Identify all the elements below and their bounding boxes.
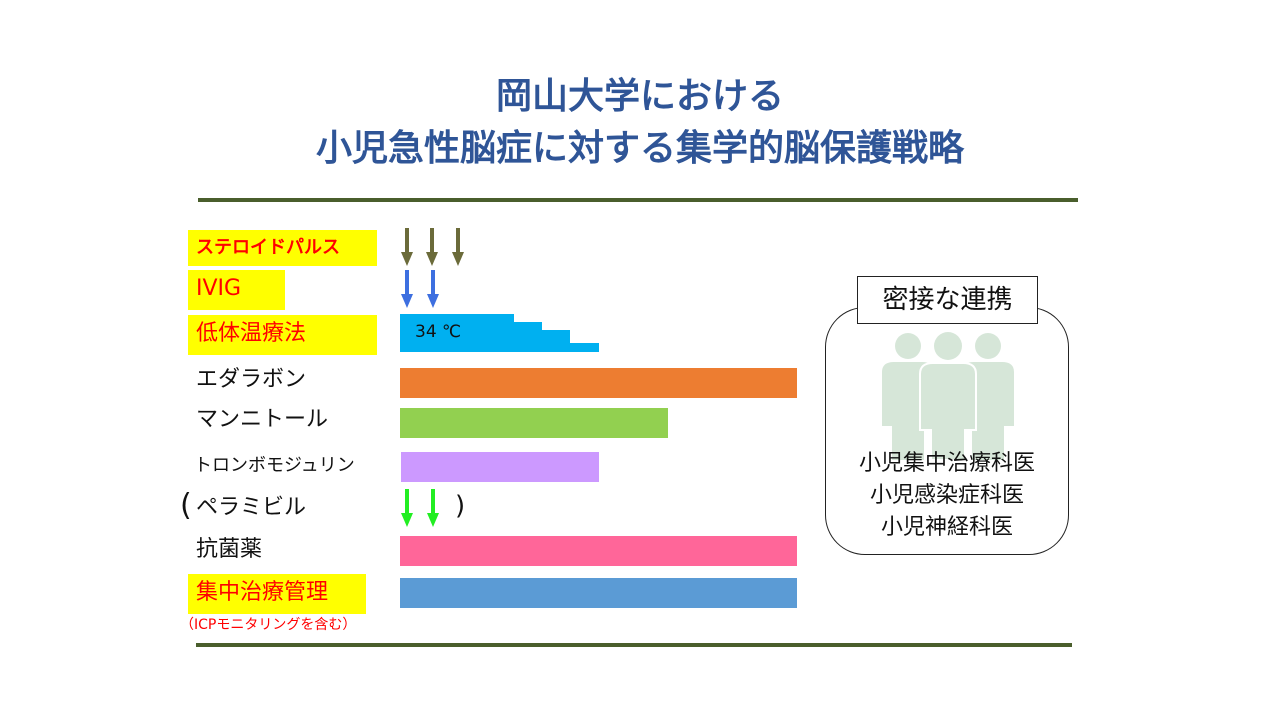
- mannitol-bar: [400, 408, 668, 438]
- ivig-arrow-icon-2: [427, 270, 439, 308]
- peramivir-arrow-icon-1: [401, 489, 413, 527]
- ivig-arrow-icon-1: [401, 270, 413, 308]
- role-infectious: 小児感染症科医: [869, 483, 1024, 508]
- people-group-icon: [882, 332, 1014, 460]
- hypothermia-step-bar: [400, 314, 599, 352]
- edaravone-label: エダラボン: [196, 367, 307, 392]
- collaboration-title: 密接な連携: [857, 276, 1038, 324]
- intensive-care-bar: [400, 578, 797, 608]
- intensive-care-label: 集中治療管理: [196, 580, 329, 605]
- intensive-care-note: （ICPモニタリングを含む）: [180, 617, 357, 633]
- peramivir-label: ペラミビル: [196, 495, 307, 520]
- role-neurology: 小児神経科医: [880, 515, 1013, 540]
- steroid-arrow-icon-3: [452, 228, 464, 266]
- antibiotics-label: 抗菌薬: [196, 537, 263, 562]
- title-line2: 小児急性脳症に対する集学的脳保護戦略: [315, 128, 964, 169]
- steroid-arrow-icon-2: [426, 228, 438, 266]
- thrombomodulin-label: トロンボモジュリン: [194, 455, 355, 476]
- mannitol-label: マンニトール: [196, 407, 329, 432]
- title-line1: 岡山大学における: [495, 76, 784, 117]
- steroid-label: ステロイドパルス: [196, 237, 340, 258]
- ivig-highlight: [188, 270, 285, 310]
- collaboration-roles: 小児集中治療科医 小児感染症科医 小児神経科医: [825, 448, 1069, 544]
- bottom-divider: [196, 643, 1072, 647]
- peramivir-arrow-icon-2: [427, 489, 439, 527]
- ivig-label: IVIG: [196, 276, 242, 301]
- steroid-highlight: [188, 230, 377, 266]
- edaravone-bar: [400, 368, 797, 398]
- thrombomodulin-bar: [401, 452, 599, 482]
- intensive-care-highlight: [188, 574, 366, 614]
- paren-open: (: [180, 488, 192, 523]
- hypothermia-temp: 34 ℃: [415, 322, 462, 342]
- hypothermia-highlight: [188, 315, 377, 355]
- steroid-arrow-icon-1: [401, 228, 413, 266]
- paren-close: ): [455, 491, 466, 521]
- role-picu: 小児集中治療科医: [858, 451, 1035, 476]
- antibiotics-bar: [400, 536, 797, 566]
- top-divider: [198, 198, 1078, 202]
- hypothermia-label: 低体温療法: [196, 321, 307, 346]
